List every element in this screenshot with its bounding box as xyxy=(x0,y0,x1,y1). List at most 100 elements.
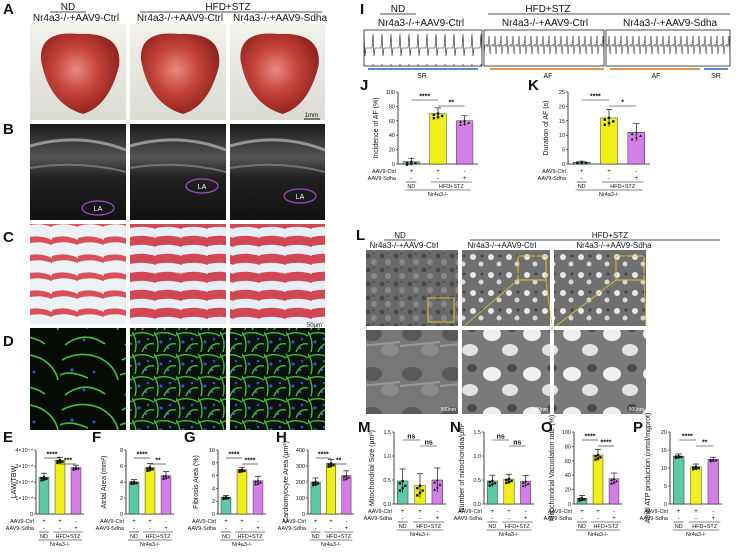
chart-M: 0.0 0.5 1.0 1.5 Mitochondrial Size (μm²) ns ns… xyxy=(364,430,446,538)
x-group-hfd: HFD+STZ xyxy=(439,184,465,190)
x-label-sdha: AAV9-Sdha xyxy=(640,516,669,522)
tem-top-0 xyxy=(366,250,458,326)
x-sign-ctrl: + xyxy=(132,519,136,525)
x-sign-ctrl: + xyxy=(58,519,62,525)
tem-zoom-line xyxy=(463,279,519,327)
tem-zoom-line xyxy=(545,279,553,327)
x-sign-sdha: + xyxy=(712,516,716,522)
data-point xyxy=(224,496,228,499)
x-sign-ctrl: - xyxy=(712,509,714,515)
data-point xyxy=(612,480,616,484)
y-tick-label: 0.0 xyxy=(473,502,481,508)
data-point xyxy=(74,467,78,471)
sig-label: ** xyxy=(336,458,342,465)
y-tick-label: 40 xyxy=(565,473,571,479)
bar-1 xyxy=(690,466,702,505)
y-tick-label: 0 xyxy=(664,502,667,508)
x-group-hfd: HFD+STZ xyxy=(505,524,531,530)
y-tick-label: 6 xyxy=(120,464,123,470)
x-sign-sdha: - xyxy=(695,516,697,522)
x-sign-sdha: - xyxy=(608,176,610,182)
data-point xyxy=(329,464,333,468)
data-point xyxy=(576,161,579,164)
x-sign-ctrl: + xyxy=(507,509,511,515)
x-sign-ctrl: + xyxy=(240,519,244,525)
tem-header-nd: ND xyxy=(394,231,406,240)
data-point xyxy=(467,121,471,124)
data-point xyxy=(491,483,494,486)
x-sign-ctrl: - xyxy=(613,509,615,515)
y-tick-label: 20 xyxy=(389,148,395,154)
data-point xyxy=(630,137,634,141)
bar-0 xyxy=(220,497,232,515)
bar-2 xyxy=(160,475,172,515)
echo-wall2-2 xyxy=(229,163,326,173)
y-tick-label: 40 xyxy=(389,133,395,139)
data-point xyxy=(342,477,346,481)
y-tick-label: 5 xyxy=(562,148,565,154)
y-tick-label: 4 xyxy=(212,486,215,492)
fluorescence-image-2 xyxy=(230,328,325,430)
y-tick-label: 1.0 xyxy=(473,454,481,460)
x-sign-sdha: - xyxy=(225,526,227,532)
ecg-header-ctrl-hfd: Nr4a3-/-+AAV9-Ctrl xyxy=(502,18,588,29)
data-point xyxy=(580,160,583,164)
data-point xyxy=(421,489,424,492)
x-label-ctrl: AAV9-Ctrl xyxy=(644,509,668,515)
ecg-label-af1: AF xyxy=(544,73,553,80)
x-genotype: Nr4a3-/- xyxy=(499,532,519,538)
data-point xyxy=(227,496,230,500)
sig-label: * xyxy=(621,100,624,107)
x-sign-ctrl: + xyxy=(224,519,228,525)
data-point xyxy=(316,482,320,485)
data-point xyxy=(72,466,75,470)
panel-letter-J: J xyxy=(360,77,368,94)
data-point xyxy=(238,469,241,472)
data-point xyxy=(148,468,152,472)
data-point xyxy=(432,117,436,120)
y-axis-label: Atrial Area (mm²) xyxy=(101,456,108,509)
data-point xyxy=(607,116,611,120)
data-point xyxy=(404,484,407,488)
data-point xyxy=(578,497,581,501)
data-point xyxy=(692,468,695,471)
x-sign-sdha: - xyxy=(581,516,583,522)
echo-wall-2 xyxy=(229,138,326,152)
data-point xyxy=(314,483,317,486)
x-genotype: Nr4a3-/- xyxy=(428,192,448,198)
data-point xyxy=(401,486,404,490)
la-outline-1 xyxy=(185,178,219,194)
chart-E: 01×10⁻⁴2×10⁻⁴3×10⁻⁴4×10⁻⁴LAW/TBW*******A… xyxy=(6,447,84,548)
tem-zoom-box-2 xyxy=(615,255,645,281)
data-point xyxy=(639,134,642,137)
data-point xyxy=(254,480,257,483)
la-outline-2 xyxy=(283,188,317,204)
x-label-ctrl: AAV9-Ctrl xyxy=(458,509,482,515)
y-tick-label: 0 xyxy=(30,512,33,518)
x-label-sdha: AAV9-Sdha xyxy=(188,526,217,532)
x-sign-sdha: + xyxy=(524,516,528,522)
echo-image-2 xyxy=(230,124,325,220)
y-tick-label: 4×10⁻⁴ xyxy=(15,447,33,454)
echo-wall2-0 xyxy=(29,163,127,173)
x-sign-ctrl: - xyxy=(464,169,466,175)
scale-bar-C: 50μm xyxy=(307,323,322,329)
data-point xyxy=(58,459,62,462)
data-point xyxy=(410,160,413,164)
data-point xyxy=(72,468,75,471)
y-tick-label: 400 xyxy=(296,448,305,454)
y-axis-label: LAW/TBW xyxy=(11,465,18,498)
x-sign-ctrl: + xyxy=(314,519,318,525)
echo-wall-0 xyxy=(29,138,127,152)
x-sign-sdha: - xyxy=(597,516,599,522)
data-point xyxy=(164,474,168,477)
data-point xyxy=(607,121,611,125)
data-point xyxy=(416,486,419,490)
scale-bar-L2: 500nm xyxy=(533,407,548,413)
y-tick-label: 10 xyxy=(209,448,215,454)
y-tick-label: 60 xyxy=(389,119,395,125)
data-point xyxy=(416,494,419,497)
data-point xyxy=(435,485,439,489)
y-tick-label: 1×10⁻⁴ xyxy=(15,495,33,502)
